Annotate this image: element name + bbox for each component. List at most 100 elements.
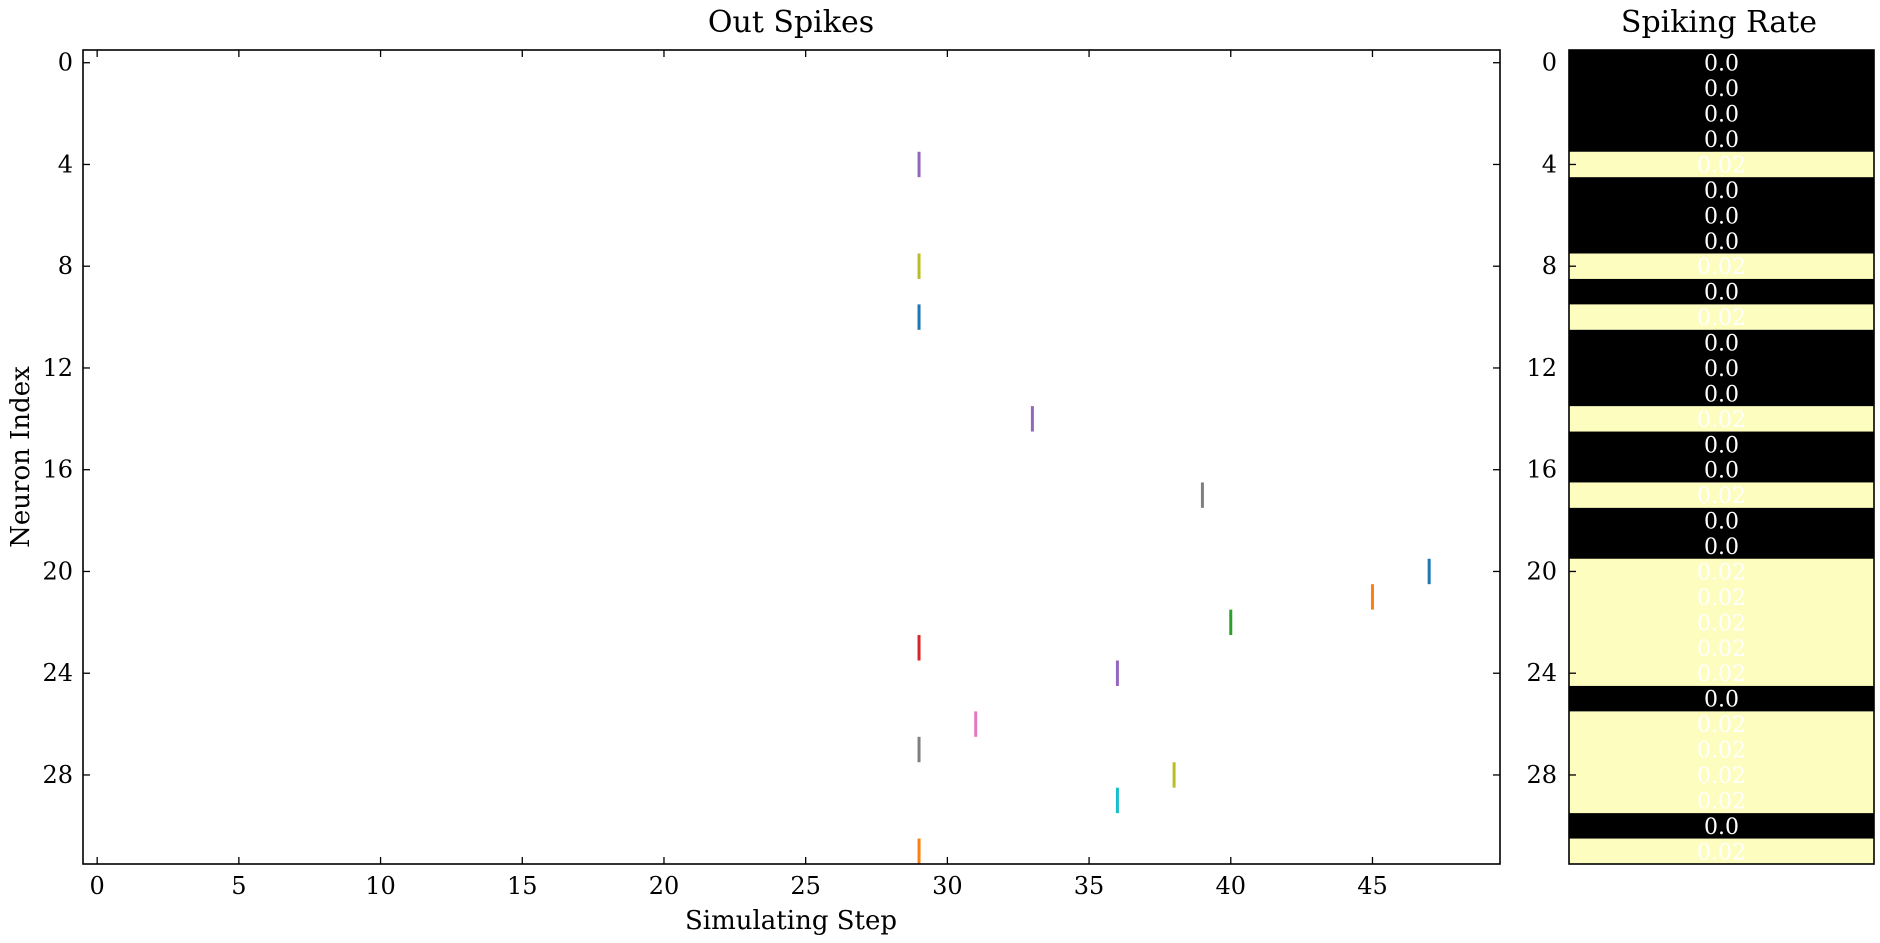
rate-y-tick-label: 24 [1526,659,1557,687]
rate-cell [1569,558,1874,585]
rate-cell-label: 0.02 [1697,713,1746,738]
rate-y-tick-label: 28 [1526,761,1557,789]
y-axis-ticks: 0 4 8 12 16 20 24 28 [42,49,1500,789]
x-tick-label: 30 [932,872,963,900]
rate-cell [1569,660,1874,687]
y-tick-label: 4 [58,150,73,178]
rate-cell [1569,609,1874,636]
spike-chart-title: Out Spikes [708,5,874,40]
rate-cell-label: 0.02 [1697,153,1746,178]
y-tick-label: 8 [58,252,73,280]
rate-cell-label: 0.0 [1704,382,1739,407]
y-tick-label: 24 [42,659,73,687]
rate-cell [1569,228,1874,255]
spike-plot-frame [82,49,1501,865]
rate-chart-title: Spiking Rate [1621,5,1817,40]
rate-cell-label: 0.0 [1704,281,1739,306]
rate-cell [1569,635,1874,662]
spike-marks [917,151,1431,864]
rate-cell [1569,507,1874,534]
rate-cell-label: 0.0 [1704,128,1739,153]
rate-cell [1569,787,1874,814]
rate-cell-label: 0.0 [1704,179,1739,204]
rate-cell [1569,380,1874,407]
rate-y-tick-label: 4 [1542,150,1557,178]
rate-cell-label: 0.02 [1697,637,1746,662]
rate-cell-label: 0.02 [1697,306,1746,331]
rate-cell-label: 0.0 [1704,815,1739,840]
rate-cell [1569,762,1874,789]
rate-cell-label: 0.02 [1697,764,1746,789]
x-tick-label: 15 [507,872,538,900]
rate-cell [1569,253,1874,280]
rate-cell-label: 0.02 [1697,789,1746,814]
rate-y-tick-label: 20 [1526,557,1557,585]
rate-cell [1569,75,1874,102]
rate-cell [1569,482,1874,509]
rate-cell [1569,278,1874,305]
rate-cell [1569,584,1874,611]
rate-cell-label: 0.02 [1697,484,1746,509]
rate-y-tick-label: 12 [1526,354,1557,382]
rate-plot-frame [1568,49,1875,865]
rate-cell-label: 0.0 [1704,688,1739,713]
rate-cell [1569,177,1874,204]
x-tick-label: 20 [649,872,680,900]
rate-cell [1569,685,1874,712]
spike-raster-panel: Out Spikes 0 5 10 15 20 25 30 35 40 45 0 4 8 12 16 20 2… [6,5,1501,936]
rate-cell [1569,838,1874,865]
rate-heatmap-cells: 0.00.00.00.00.020.00.00.00.020.00.020.00… [1569,50,1874,865]
y-tick-label: 28 [42,761,73,789]
rate-cell [1569,202,1874,229]
x-axis-label: Simulating Step [685,906,897,936]
x-tick-label: 5 [231,872,246,900]
rate-cell-label: 0.0 [1704,204,1739,229]
rate-cell-label: 0.02 [1697,739,1746,764]
rate-cell-label: 0.02 [1697,255,1746,280]
x-tick-label: 40 [1215,872,1246,900]
rate-cell [1569,304,1874,331]
y-tick-label: 16 [42,456,73,484]
x-tick-label: 0 [90,872,105,900]
rate-cell-label: 0.02 [1697,611,1746,636]
rate-cell [1569,813,1874,840]
spiking-rate-panel: Spiking Rate 0.00.00.00.00.020.00.00.00.… [1526,5,1875,865]
rate-cell-label: 0.02 [1697,408,1746,433]
y-tick-label: 20 [42,557,73,585]
x-tick-label: 35 [1074,872,1105,900]
x-tick-label: 10 [365,872,396,900]
y-tick-label: 12 [42,354,73,382]
rate-cell [1569,126,1874,153]
rate-cell-label: 0.0 [1704,52,1739,77]
rate-cell-label: 0.02 [1697,560,1746,585]
rate-cell-label: 0.02 [1697,586,1746,611]
rate-cell-label: 0.0 [1704,459,1739,484]
rate-cell-label: 0.0 [1704,433,1739,458]
rate-y-tick-label: 8 [1542,252,1557,280]
x-tick-label: 45 [1357,872,1388,900]
rate-y-tick-label: 16 [1526,456,1557,484]
rate-cell [1569,50,1874,77]
rate-cell [1569,329,1874,356]
rate-cell [1569,100,1874,127]
rate-cell [1569,533,1874,560]
x-axis-ticks: 0 5 10 15 20 25 30 35 40 45 [90,50,1388,900]
rate-cell [1569,431,1874,458]
x-tick-label: 25 [790,872,821,900]
rate-cell-label: 0.0 [1704,535,1739,560]
rate-cell [1569,711,1874,738]
rate-cell-label: 0.0 [1704,230,1739,255]
rate-cell-label: 0.02 [1697,662,1746,687]
rate-cell [1569,406,1874,433]
rate-cell-label: 0.0 [1704,510,1739,535]
rate-cell-label: 0.02 [1697,840,1746,865]
rate-cell [1569,151,1874,178]
rate-cell [1569,355,1874,382]
rate-y-tick-label: 0 [1542,49,1557,77]
rate-cell [1569,457,1874,484]
rate-cell-label: 0.0 [1704,357,1739,382]
rate-cell-label: 0.0 [1704,332,1739,357]
rate-cell [1569,736,1874,763]
rate-y-axis-ticks: 0 4 8 12 16 20 24 28 [1526,49,1576,789]
